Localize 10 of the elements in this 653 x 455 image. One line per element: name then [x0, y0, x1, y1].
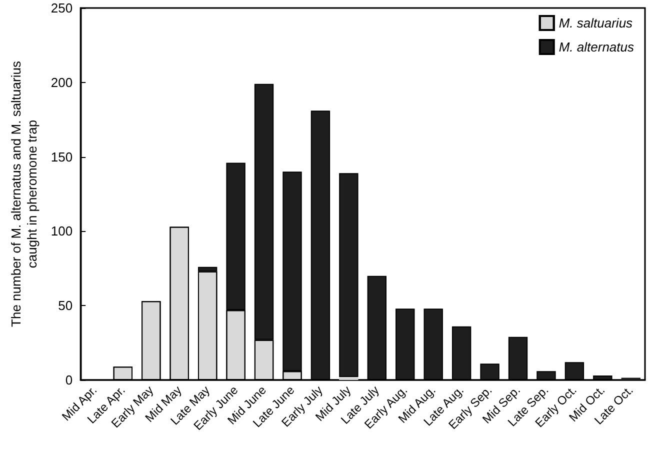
y-tick-label: 50: [58, 298, 73, 314]
y-tick-label: 150: [50, 149, 73, 164]
legend-label: M. alternatus: [558, 40, 634, 54]
legend-label: M. saltuarius: [558, 16, 634, 30]
y-tick-label: 100: [50, 224, 73, 239]
bar: [339, 173, 358, 378]
y-axis-title: The number of M. alternatus and M. saltuarius caught in pheromone trap: [8, 60, 40, 327]
y-tick-label: 200: [50, 74, 73, 90]
y-tick-label: 0: [65, 372, 73, 388]
y-tick-label: 250: [50, 0, 73, 16]
